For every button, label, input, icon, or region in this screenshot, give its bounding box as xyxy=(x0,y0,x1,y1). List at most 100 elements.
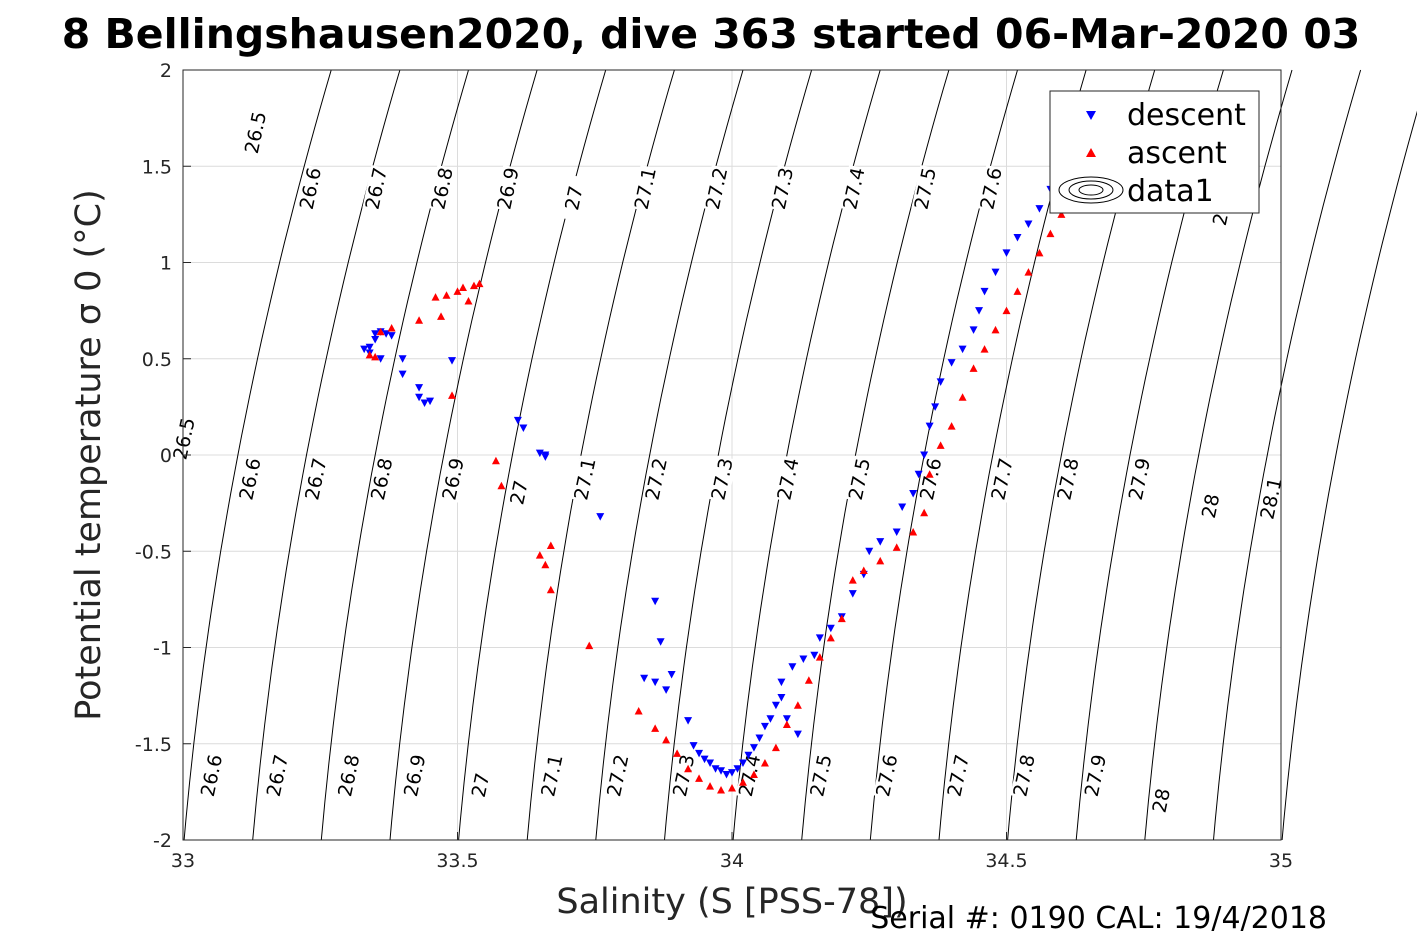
isopycnal-label: 26.6 xyxy=(197,752,227,800)
descent-point xyxy=(980,287,989,296)
descent-point xyxy=(749,744,758,752)
descent-point xyxy=(398,370,407,379)
descent-point xyxy=(398,355,407,363)
descent-point xyxy=(799,655,808,664)
ascent-point xyxy=(782,720,791,728)
legend-ascent-marker xyxy=(1086,148,1096,157)
descent-point xyxy=(371,336,380,344)
y-tick-label: -1 xyxy=(153,638,172,660)
descent-point xyxy=(717,767,726,775)
ascent-point xyxy=(749,770,758,779)
y-tick-label: -0.5 xyxy=(135,541,172,563)
isopycnal-label: 27.2 xyxy=(642,455,672,503)
descent-point xyxy=(892,528,901,536)
x-tick-label: 35 xyxy=(1269,850,1293,872)
ascent-point xyxy=(815,653,824,661)
ascent-point xyxy=(673,749,682,757)
ascent-point xyxy=(717,785,726,794)
ascent-point xyxy=(684,764,693,773)
descent-point xyxy=(1035,205,1044,213)
descent-point xyxy=(991,268,1000,277)
svg-text:28: 28 xyxy=(1198,492,1225,520)
descent-point xyxy=(695,749,704,758)
ascent-point xyxy=(475,279,484,288)
x-tick-label: 34.5 xyxy=(985,850,1027,872)
legend-ascent-label: ascent xyxy=(1127,136,1227,171)
descent-point xyxy=(848,590,857,598)
ascent-point xyxy=(958,393,967,401)
ascent-point xyxy=(442,291,451,299)
y-tick-label: 2 xyxy=(160,60,172,82)
descent-point xyxy=(656,638,665,646)
x-axis-ticks: 33 33.5 34 34.5 35 xyxy=(171,832,1293,872)
ascent-point xyxy=(546,585,555,594)
descent-point xyxy=(815,634,824,642)
ascent-point xyxy=(464,297,473,305)
svg-text:27: 27 xyxy=(506,479,533,507)
descent-point xyxy=(914,470,923,479)
y-axis-ticks: -2 -1.5 -1 -0.5 0 0.5 1 1.5 2 xyxy=(135,60,191,852)
descent-point xyxy=(667,670,676,679)
ascent-point xyxy=(804,676,813,684)
y-axis-label: Potential temperature σ 0 (°C) xyxy=(69,189,109,721)
isopycnal-line xyxy=(1213,69,1362,841)
ascent-point xyxy=(1057,210,1066,218)
isopycnal-label: 28 xyxy=(1147,777,1177,825)
chart-title: 8 Bellingshausen2020, dive 363 started 0… xyxy=(62,10,1361,58)
x-tick-label: 33 xyxy=(171,850,195,872)
ascent-point xyxy=(541,560,550,569)
ascent-point xyxy=(634,707,643,715)
ascent-point xyxy=(448,391,457,399)
ascent-point xyxy=(585,641,594,650)
ascent-point xyxy=(991,325,1000,334)
ascent-point xyxy=(458,283,467,292)
ascent-point xyxy=(1013,287,1022,295)
svg-text:27: 27 xyxy=(468,771,495,799)
descent-point xyxy=(365,343,374,352)
ascent-point xyxy=(387,323,396,332)
descent-point xyxy=(936,378,945,386)
descent-point xyxy=(865,547,874,556)
descent-point xyxy=(596,513,605,521)
legend-box xyxy=(1049,90,1260,214)
descent-point xyxy=(958,345,967,354)
ascent-point xyxy=(876,556,885,565)
descent-point xyxy=(826,624,835,633)
descent-point xyxy=(793,730,802,739)
isopycnal-label: 27 xyxy=(505,469,534,517)
ascent-point xyxy=(371,352,380,361)
isopycnal-label: 27.5 xyxy=(806,752,837,800)
descent-point xyxy=(513,416,522,425)
ascent-point xyxy=(771,743,780,752)
ascent-point xyxy=(706,782,715,790)
descent-point xyxy=(909,490,918,498)
descent-point xyxy=(706,759,715,767)
isopycnal-label: 26.5 xyxy=(241,109,271,157)
calibration-footer: Serial #: 0190 CAL: 19/4/2018 xyxy=(870,901,1327,936)
descent-point xyxy=(777,678,786,687)
ascent-point xyxy=(925,470,934,478)
descent-point xyxy=(782,715,791,723)
descent-point xyxy=(920,451,929,459)
descent-point xyxy=(969,326,978,334)
isopycnal-line xyxy=(1281,110,1417,841)
ascent-point xyxy=(453,287,462,295)
ascent-point xyxy=(662,735,671,744)
descent-point xyxy=(777,694,786,702)
ascent-point xyxy=(415,316,424,324)
y-tick-label: 0 xyxy=(160,445,172,467)
ascent-point xyxy=(491,456,500,465)
ascent-point xyxy=(695,774,704,782)
isopycnal-label: 28.1 xyxy=(1256,474,1287,523)
descent-point xyxy=(744,751,753,760)
y-tick-label: -1.5 xyxy=(135,734,172,756)
isopycnal-label: 26.6 xyxy=(235,455,266,503)
descent-point xyxy=(788,663,797,671)
descent-point xyxy=(387,332,396,340)
x-tick-label: 33.5 xyxy=(436,850,478,872)
descent-point xyxy=(640,674,649,683)
ascent-point xyxy=(793,701,802,709)
legend: descent ascent data1 xyxy=(1049,90,1260,214)
svg-text:28: 28 xyxy=(1149,787,1176,815)
